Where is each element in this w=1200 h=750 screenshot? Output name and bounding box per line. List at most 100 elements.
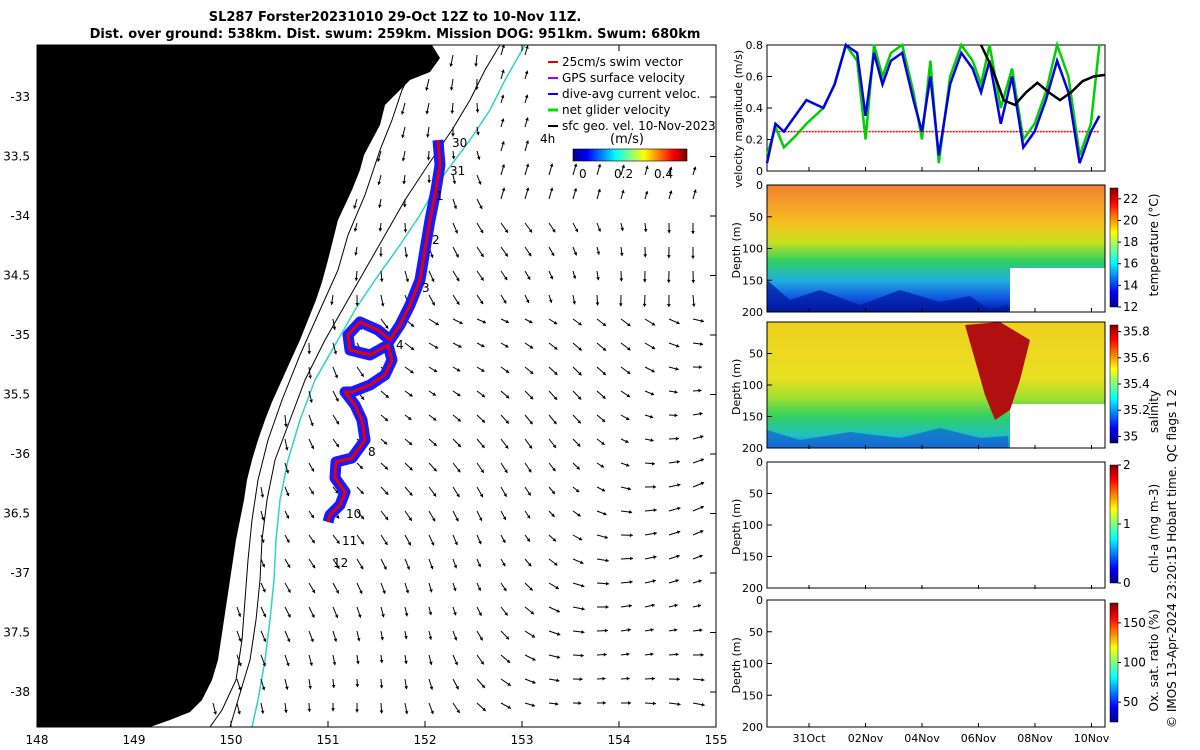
velocity-arrow-head (579, 677, 583, 682)
velocity-y-tick: 0.6 (746, 71, 764, 84)
colorbar-title: temperature (°C) (1147, 194, 1161, 297)
velocity-arrow-head (528, 468, 532, 473)
velocity-arrow-head (481, 684, 485, 688)
velocity-arrow-head (383, 440, 388, 445)
depth-tick-label: 200 (742, 721, 763, 734)
velocity-arrow-head (359, 590, 363, 594)
velocity-arrow-head (384, 417, 389, 421)
velocity-arrow-head (626, 676, 630, 681)
velocity-arrow-head (410, 369, 414, 374)
velocity-arrow-head (285, 470, 290, 474)
velocity-arrow-head (698, 579, 702, 583)
velocity-arrow-head (453, 636, 458, 641)
velocity-arrow-head (458, 344, 462, 348)
velocity-arrow-head (691, 255, 695, 259)
velocity-arrow-head (503, 493, 507, 497)
velocity-arrow-head (526, 538, 530, 542)
velocity-arrow-head (580, 653, 584, 658)
colorbar-tick-label: 35.2 (1123, 403, 1150, 417)
velocity-arrow-head (478, 612, 482, 616)
velocity-arrow-head (380, 303, 385, 307)
velocity-arrow-head (311, 589, 316, 594)
colorbar-title: salinity (1147, 390, 1161, 433)
velocity-arrow-head (551, 490, 555, 495)
velocity-arrow-head (699, 554, 703, 559)
depth-tick-label: 150 (742, 689, 763, 702)
velocity-arrow-head (379, 685, 384, 689)
date-tick-label: 31Oct (792, 732, 826, 745)
velocity-arrow-head (652, 701, 656, 706)
velocity-series-line (979, 44, 1106, 107)
velocity-series-line (765, 42, 1101, 164)
velocity-arrow-head (700, 319, 704, 323)
velocity-arrow-head (408, 517, 412, 521)
colorbar-tick-label: 35.8 (1123, 325, 1150, 339)
velocity-arrow-head (430, 710, 434, 715)
velocity-arrow-head (384, 491, 389, 495)
depth-axis-label: Depth (m) (730, 499, 743, 555)
velocity-arrow-head (479, 205, 483, 210)
velocity-arrow-head (335, 590, 339, 594)
velocity-arrow-head (532, 680, 536, 684)
velocity-arrow-head (335, 443, 339, 448)
velocity-arrow-head (578, 347, 582, 351)
velocity-arrow-head (332, 326, 337, 330)
velocity-arrow-head (378, 228, 383, 232)
velocity-arrow-head (310, 514, 314, 519)
colorbar-units: (m/s) (610, 132, 644, 147)
velocity-arrow-head (433, 467, 437, 472)
track-label: 31 (450, 164, 465, 178)
velocity-arrow-head (307, 351, 312, 355)
velocity-arrow-head (580, 560, 584, 565)
velocity-arrow-head (404, 686, 409, 690)
velocity-arrow-head (597, 164, 602, 168)
depth-tick-label: 100 (742, 658, 763, 671)
velocity-arrow-head (603, 511, 607, 516)
velocity-arrow-head (401, 134, 405, 138)
velocity-arrow-head (334, 374, 339, 379)
velocity-arrow-head (653, 555, 657, 559)
depth-tick-label: 50 (749, 348, 763, 361)
legend-time-scale: 4h (540, 132, 555, 146)
velocity-arrow-head (603, 652, 607, 657)
map-y-tick-label: -35 (10, 328, 30, 342)
velocity-arrow-head (505, 344, 509, 348)
velocity-arrow-head (692, 166, 697, 171)
velocity-arrow-head (650, 438, 654, 442)
velocity-arrow-head (480, 368, 485, 372)
velocity-arrow-head (675, 344, 680, 348)
velocity-arrow-head (405, 589, 410, 594)
velocity-arrow-head (605, 558, 609, 563)
velocity-arrow-head (332, 661, 337, 666)
velocity-arrow-head (360, 396, 365, 400)
velocity-arrow-head (552, 467, 556, 472)
depth-axis-label: Depth (m) (730, 637, 743, 693)
velocity-arrow-head (474, 63, 478, 67)
velocity-arrow-head (674, 628, 678, 632)
velocity-arrow-head (645, 165, 649, 170)
velocity-arrow-head (402, 180, 407, 185)
velocity-arrow-head (376, 158, 381, 162)
velocity-arrow-head (530, 610, 535, 615)
velocity-arrow-head (552, 537, 556, 542)
legend-swim-vector: 25cm/s swim vector (562, 55, 683, 69)
velocity-arrow-head (549, 275, 554, 280)
velocity-arrow-head (700, 653, 704, 657)
velocity-arrow-head (525, 187, 530, 191)
isobath-legend: isobaths: 0 200 1000m (46, 691, 196, 706)
velocity-arrow-head (307, 708, 312, 712)
velocity-arrow-head (406, 566, 411, 570)
velocity-arrow-head (311, 539, 315, 544)
velocity-arrow-head (578, 321, 582, 326)
velocity-arrow-head (698, 388, 702, 393)
map-legend: 25cm/s swim vector GPS surface velocity … (540, 55, 716, 181)
map-y-tick-label: -34 (10, 209, 30, 223)
velocity-arrow-head (668, 190, 673, 194)
colorbar-tick-label: 14 (1123, 278, 1138, 292)
velocity-arrow-head (482, 707, 486, 711)
velocity-arrow-head (572, 301, 577, 305)
velocity-arrow-head (428, 636, 433, 640)
date-tick-label: 10Nov (1074, 732, 1110, 745)
velocity-arrow-head (481, 393, 486, 398)
